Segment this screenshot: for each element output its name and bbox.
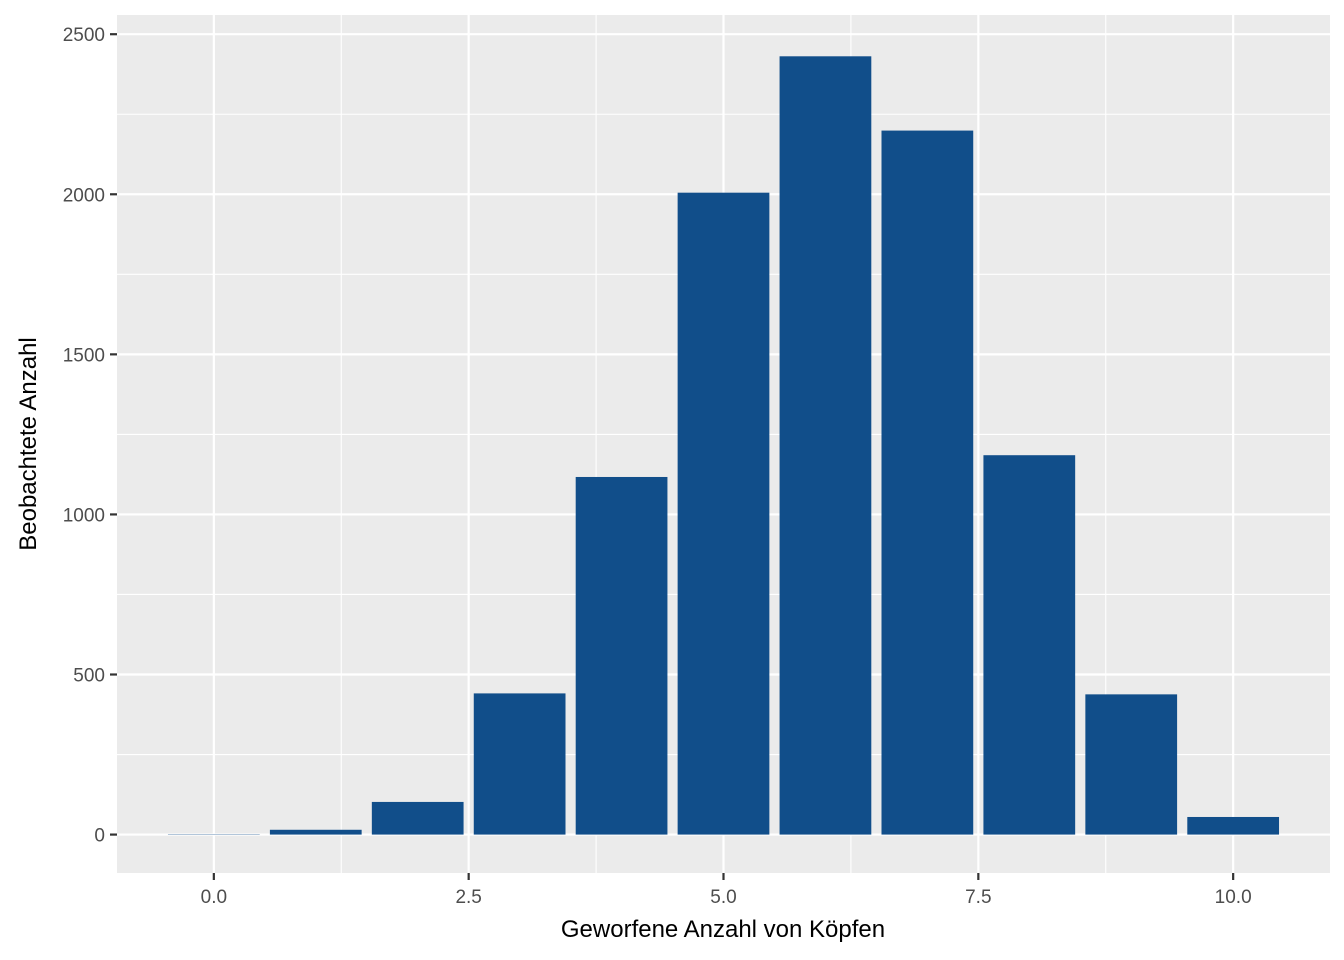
x-tick-label: 5.0 bbox=[710, 887, 736, 908]
bar bbox=[881, 130, 974, 835]
x-axis-title: Geworfene Anzahl von Köpfen bbox=[561, 916, 885, 943]
y-tick-label: 1500 bbox=[63, 345, 105, 366]
x-tick-label: 2.5 bbox=[455, 887, 481, 908]
x-tick-label: 7.5 bbox=[965, 887, 991, 908]
bar bbox=[677, 192, 770, 835]
y-axis-title: Beobachtete Anzahl bbox=[15, 337, 42, 551]
y-tick-label: 0 bbox=[94, 826, 105, 847]
bar bbox=[779, 56, 872, 835]
bar bbox=[473, 693, 566, 835]
y-tick-label: 500 bbox=[73, 666, 105, 687]
y-tick-label: 2500 bbox=[63, 25, 105, 46]
bar bbox=[1187, 816, 1280, 835]
x-tick-label: 0.0 bbox=[201, 887, 227, 908]
y-tick-label: 2000 bbox=[63, 185, 105, 206]
bar bbox=[983, 455, 1076, 835]
bar bbox=[269, 829, 362, 835]
x-axis: 0.0 2.5 5.0 7.5 10.0 bbox=[201, 873, 1252, 908]
bar bbox=[371, 801, 464, 835]
bar bbox=[575, 476, 668, 835]
y-axis: 0 500 1000 1500 2000 2500 bbox=[63, 25, 117, 847]
y-tick-label: 1000 bbox=[63, 505, 105, 526]
x-tick-label: 10.0 bbox=[1215, 887, 1252, 908]
bar bbox=[1085, 694, 1178, 835]
bars bbox=[167, 56, 1280, 835]
